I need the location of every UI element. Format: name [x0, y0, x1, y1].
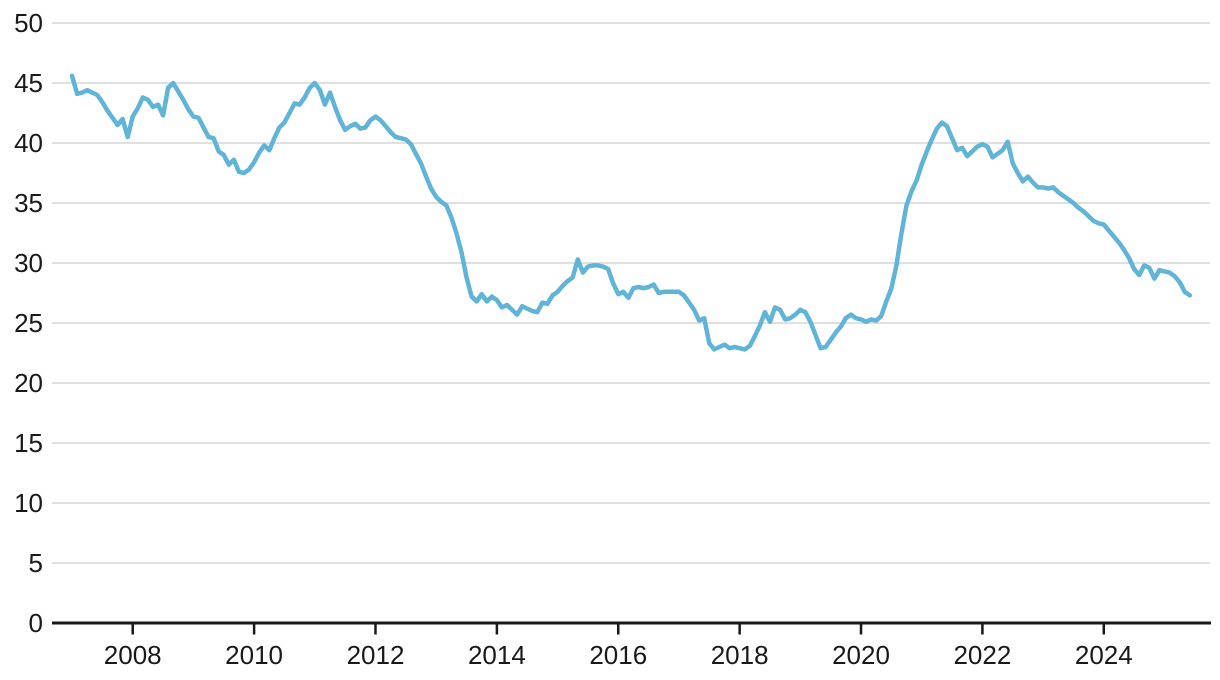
y-tick-label: 20 — [14, 368, 43, 398]
y-tick-label: 50 — [14, 8, 43, 38]
x-tick-label: 2024 — [1075, 640, 1133, 670]
y-tick-label: 5 — [29, 548, 43, 578]
x-tick-label: 2020 — [832, 640, 890, 670]
x-tick-label: 2010 — [225, 640, 283, 670]
x-tick-label: 2008 — [104, 640, 162, 670]
x-tick-label: 2016 — [589, 640, 647, 670]
y-tick-label: 40 — [14, 128, 43, 158]
x-tick-label: 2018 — [711, 640, 769, 670]
y-tick-label: 10 — [14, 488, 43, 518]
y-tick-label: 15 — [14, 428, 43, 458]
x-tick-label: 2014 — [468, 640, 526, 670]
y-tick-label: 45 — [14, 68, 43, 98]
y-tick-label: 35 — [14, 188, 43, 218]
y-tick-label: 25 — [14, 308, 43, 338]
x-tick-label: 2012 — [347, 640, 405, 670]
data-line-series — [69, 73, 1193, 352]
y-tick-label: 30 — [14, 248, 43, 278]
y-tick-label: 0 — [29, 608, 43, 638]
x-tick-label: 2022 — [953, 640, 1011, 670]
